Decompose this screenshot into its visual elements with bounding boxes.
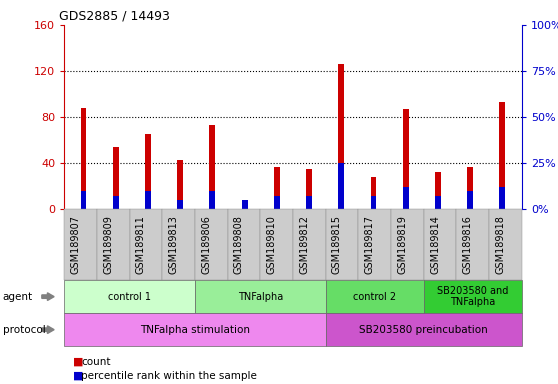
Bar: [403, 109, 408, 209]
Bar: [338, 64, 344, 209]
Text: GSM189812: GSM189812: [299, 215, 309, 274]
Text: GSM189806: GSM189806: [201, 215, 211, 274]
Bar: [274, 196, 280, 209]
Bar: [209, 191, 215, 209]
Bar: [338, 163, 344, 209]
Text: TNFalpha: TNFalpha: [238, 291, 283, 302]
Bar: [306, 169, 312, 209]
Text: SB203580 and
TNFalpha: SB203580 and TNFalpha: [437, 286, 508, 308]
Bar: [145, 134, 151, 209]
Bar: [80, 108, 86, 209]
Bar: [499, 187, 506, 209]
Bar: [177, 200, 183, 209]
Bar: [435, 196, 441, 209]
Bar: [80, 191, 86, 209]
Text: count: count: [81, 357, 110, 367]
Text: GSM189818: GSM189818: [496, 215, 506, 274]
Text: GSM189809: GSM189809: [103, 215, 113, 274]
Text: ■: ■: [73, 371, 83, 381]
Bar: [467, 191, 473, 209]
Bar: [242, 200, 248, 209]
Bar: [499, 102, 506, 209]
Bar: [113, 196, 119, 209]
Text: GSM189813: GSM189813: [169, 215, 179, 274]
Text: GSM189810: GSM189810: [267, 215, 277, 274]
Bar: [113, 147, 119, 209]
Text: protocol: protocol: [3, 324, 46, 335]
Bar: [242, 200, 248, 209]
Text: percentile rank within the sample: percentile rank within the sample: [81, 371, 257, 381]
Text: GSM189807: GSM189807: [70, 215, 80, 274]
Text: GSM189819: GSM189819: [397, 215, 407, 274]
Text: GSM189814: GSM189814: [430, 215, 440, 274]
Bar: [209, 125, 215, 209]
Bar: [177, 160, 183, 209]
Bar: [306, 196, 312, 209]
Bar: [371, 177, 377, 209]
Text: GSM189815: GSM189815: [332, 215, 342, 274]
Bar: [403, 187, 408, 209]
Text: TNFalpha stimulation: TNFalpha stimulation: [140, 324, 250, 335]
Text: control 1: control 1: [108, 291, 151, 302]
Text: GSM189817: GSM189817: [365, 215, 374, 274]
Text: GSM189816: GSM189816: [463, 215, 473, 274]
Text: ■: ■: [73, 357, 83, 367]
Text: GSM189811: GSM189811: [136, 215, 146, 274]
Bar: [145, 191, 151, 209]
Text: control 2: control 2: [353, 291, 396, 302]
Text: GDS2885 / 14493: GDS2885 / 14493: [59, 10, 170, 23]
Text: SB203580 preincubation: SB203580 preincubation: [359, 324, 488, 335]
Bar: [274, 167, 280, 209]
Text: agent: agent: [3, 291, 33, 302]
Bar: [435, 172, 441, 209]
Bar: [467, 167, 473, 209]
Text: GSM189808: GSM189808: [234, 215, 244, 274]
Bar: [371, 196, 377, 209]
